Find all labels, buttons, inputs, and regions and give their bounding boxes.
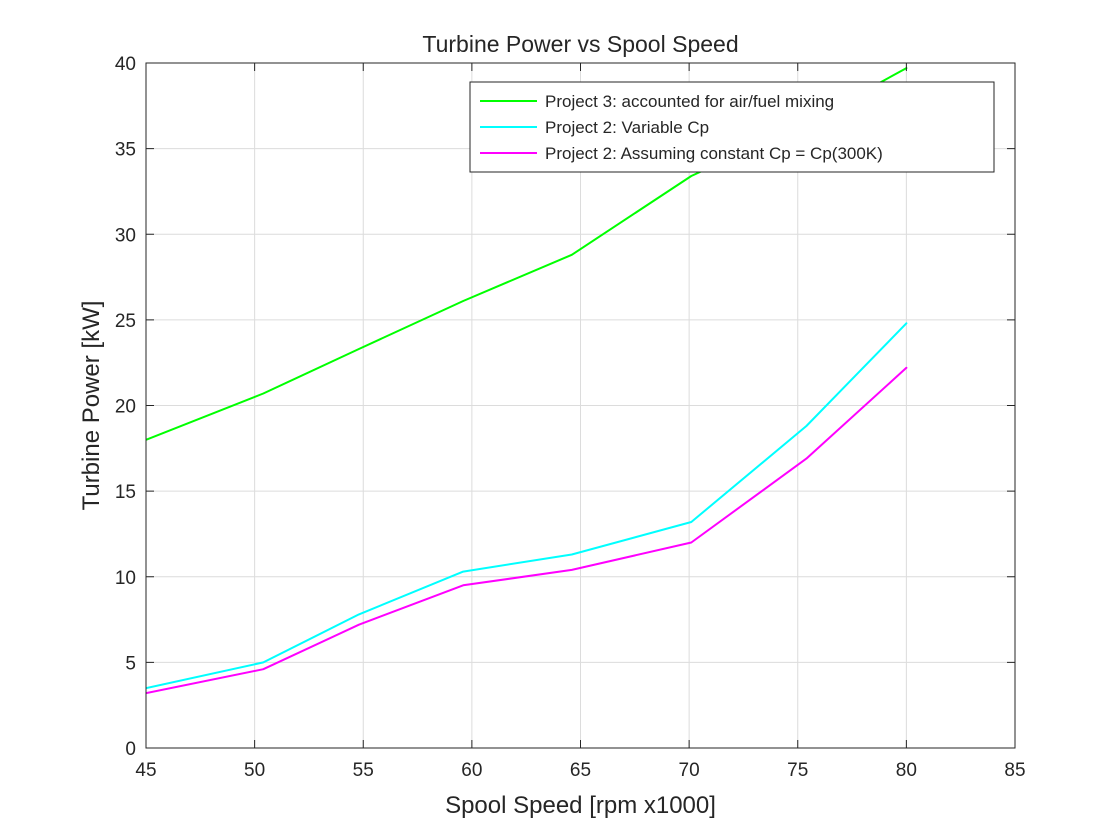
x-tick-label: 65 (570, 760, 591, 781)
series-line-3 (146, 366, 908, 695)
y-tick-label: 40 (115, 54, 136, 75)
x-tick-label: 80 (896, 760, 917, 781)
y-tick-label: 25 (115, 311, 136, 332)
x-tick-label: 70 (679, 760, 700, 781)
x-tick-label: 50 (244, 760, 265, 781)
y-tick-label: 20 (115, 397, 136, 418)
y-tick-label: 10 (115, 568, 136, 589)
legend-entry-2: Project 2: Variable Cp (545, 118, 709, 137)
y-axis-label: Turbine Power [kW] (78, 301, 105, 511)
x-axis-label: Spool Speed [rpm x1000] (445, 792, 716, 819)
x-tick-label: 85 (1004, 760, 1025, 781)
y-tick-label: 0 (125, 739, 136, 760)
x-tick-label: 60 (461, 760, 482, 781)
axis-ticks: 45 50 55 60 65 70 75 80 85 0 5 10 15 20 25 30 35 40 (115, 54, 1026, 781)
legend-box (469, 81, 995, 173)
y-tick-label: 30 (115, 225, 136, 246)
x-tick-label: 45 (135, 760, 156, 781)
legend-entry-3: Project 2: Assuming constant Cp = Cp(300… (545, 144, 883, 163)
legend-entry-1: Project 3: accounted for air/fuel mixing (545, 92, 834, 111)
x-tick-label: 75 (787, 760, 808, 781)
chart-title: Turbine Power vs Spool Speed (422, 31, 738, 57)
series-line-2 (146, 322, 908, 690)
y-tick-label: 35 (115, 140, 136, 161)
y-tick-label: 5 (125, 653, 136, 674)
legend: Project 3: accounted for air/fuel mixing… (469, 81, 995, 173)
x-tick-label: 55 (353, 760, 374, 781)
y-tick-label: 15 (115, 482, 136, 503)
